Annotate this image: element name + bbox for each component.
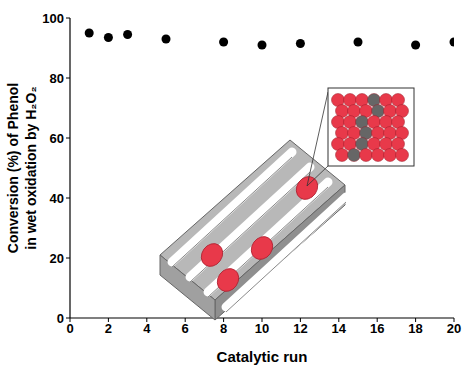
svg-text:14: 14	[332, 321, 347, 336]
svg-text:12: 12	[293, 321, 307, 336]
svg-text:18: 18	[408, 321, 422, 336]
svg-text:100: 100	[42, 11, 64, 26]
svg-text:Conversion (%) of Phenol: Conversion (%) of Phenol	[5, 83, 21, 253]
svg-text:20: 20	[50, 251, 64, 266]
svg-text:4: 4	[143, 321, 151, 336]
svg-text:Catalytic run: Catalytic run	[217, 348, 308, 365]
svg-text:40: 40	[50, 191, 64, 206]
svg-text:16: 16	[370, 321, 384, 336]
svg-text:0: 0	[66, 321, 73, 336]
svg-text:8: 8	[220, 321, 227, 336]
svg-text:60: 60	[50, 131, 64, 146]
svg-text:80: 80	[50, 71, 64, 86]
svg-text:6: 6	[182, 321, 189, 336]
svg-text:0: 0	[57, 311, 64, 326]
svg-text:10: 10	[255, 321, 269, 336]
svg-text:20: 20	[447, 321, 461, 336]
svg-text:in wet oxidation by H₂O₂: in wet oxidation by H₂O₂	[23, 86, 39, 249]
svg-text:2: 2	[105, 321, 112, 336]
